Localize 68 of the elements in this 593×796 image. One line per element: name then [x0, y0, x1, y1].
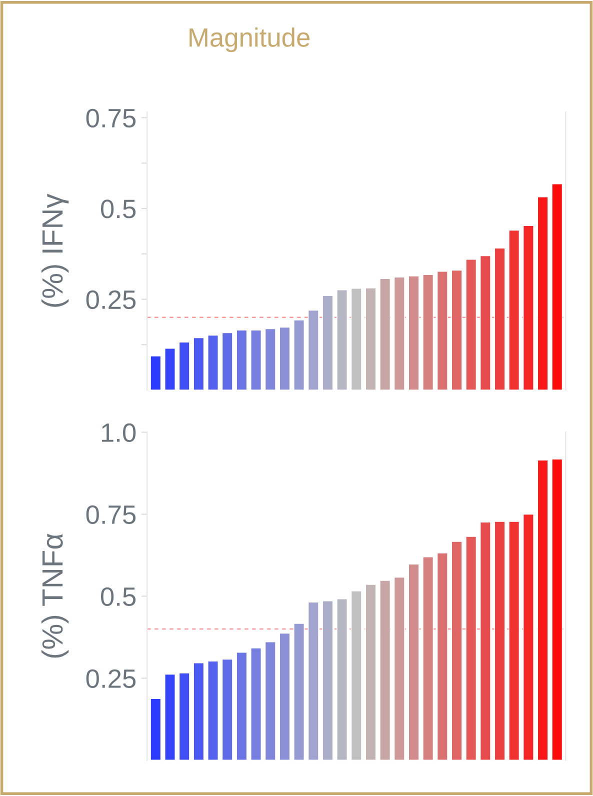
bar: [508, 521, 520, 760]
bar: [322, 295, 334, 390]
bar: [178, 342, 190, 390]
bar: [222, 332, 233, 390]
bar: [279, 326, 290, 390]
bar: [150, 698, 162, 760]
bar: [178, 672, 190, 760]
bar: [408, 564, 420, 760]
bar: [207, 334, 219, 390]
y-tick-label: 1.0: [102, 423, 136, 442]
bar: [322, 600, 334, 760]
bar: [236, 330, 248, 390]
bar: [164, 674, 176, 760]
y-axis-title: (%) TNFα: [41, 534, 69, 658]
y-axis-title: (%) IFNγ: [41, 194, 69, 307]
bar: [207, 660, 219, 760]
bar: [408, 276, 420, 390]
y-tick-label: 0.25: [86, 669, 136, 688]
bar: [336, 598, 348, 760]
bar: [193, 662, 204, 760]
chart-title: Magnitude: [190, 28, 310, 52]
bar: [193, 337, 204, 390]
bar: [379, 278, 391, 390]
bar: [394, 576, 405, 760]
bar: [308, 602, 319, 760]
bar: [264, 641, 276, 760]
bar: [250, 648, 262, 760]
bar: [365, 288, 376, 390]
bar: [552, 183, 563, 390]
y-tick-label: 0.75: [86, 505, 136, 524]
bar: [365, 584, 376, 760]
bar: [552, 458, 563, 760]
bar: [379, 580, 391, 760]
bar: [422, 556, 434, 760]
bar: [522, 225, 534, 390]
bar: [494, 521, 506, 760]
y-tick-label: 0.5: [101, 587, 136, 606]
bar: [222, 658, 233, 760]
bar: [293, 623, 305, 760]
bar: [494, 248, 506, 390]
bar: [279, 632, 290, 760]
bar: [537, 196, 548, 390]
y-tick-label: 0.25: [86, 290, 136, 310]
bar: [150, 355, 162, 390]
y-tick-label: 0.5: [101, 200, 136, 218]
bar: [308, 310, 319, 390]
bar: [451, 541, 462, 760]
bar: [508, 230, 520, 390]
bar: [350, 590, 362, 760]
y-tick-label: 0.75: [86, 108, 136, 128]
bar: [466, 536, 477, 760]
bar: [522, 514, 534, 760]
bar: [250, 330, 262, 390]
bar: [451, 270, 462, 390]
bar: [293, 320, 305, 390]
bar: [164, 348, 176, 390]
bar: [236, 652, 248, 760]
bar: [436, 552, 448, 760]
bar: [264, 328, 276, 390]
bar: [350, 288, 362, 390]
bar: [394, 276, 405, 390]
bar: [336, 289, 348, 390]
bar: [422, 274, 434, 390]
bar: [480, 522, 492, 760]
bar: [537, 460, 548, 760]
bar: [436, 270, 448, 390]
bar: [466, 258, 477, 390]
bar: [480, 255, 492, 390]
